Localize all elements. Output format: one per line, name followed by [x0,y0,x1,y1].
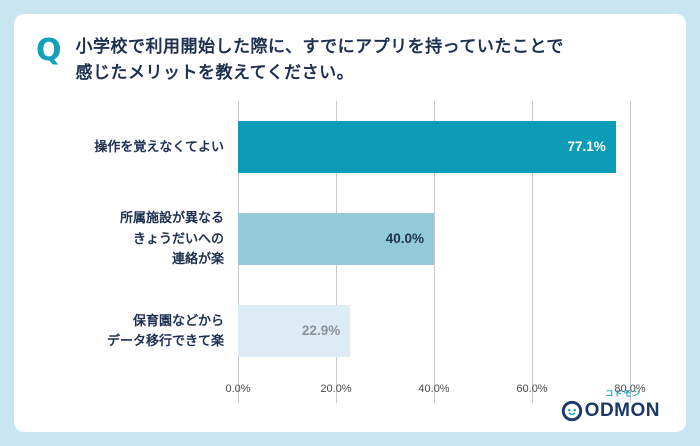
gridline [434,100,435,403]
bar-value-label: 77.1% [567,139,606,155]
chart-header: Q 小学校で利用開始した際に、すでにアプリを持っていたことで 感じたメリットを教… [14,14,686,87]
bar-row: 77.1% [238,101,630,193]
x-tick-label: 60.0% [516,382,548,395]
codmon-katakana-label: コドモン [605,389,642,398]
bar-row: 40.0% [238,193,630,285]
x-axis: 0.0% 20.0% 40.0% 60.0% 80.0% [225,381,645,403]
category-label: 保育園などから データ移行できて楽 [106,312,224,348]
chart-plot-area: 操作を覚えなくてよい 所属施設が異なる きょうだいへの 連絡が楽 保育園などから… [40,100,646,403]
category-labels: 操作を覚えなくてよい 所属施設が異なる きょうだいへの 連絡が楽 保育園などから… [40,101,238,403]
x-tick-label: 20.0% [320,382,352,395]
bar-chart: 操作を覚えなくてよい 所属施設が異なる きょうだいへの 連絡が楽 保育園などから… [40,100,646,403]
codmon-logo: コドモン ODMON [561,388,660,422]
x-tick-label: 80.0% [614,382,646,395]
codmon-face-icon [561,400,583,422]
bar-value-label: 40.0% [385,231,424,247]
question-icon: Q [36,33,62,68]
chart-card: Q 小学校で利用開始した際に、すでにアプリを持っていたことで 感じたメリットを教… [14,14,686,432]
gridline [630,100,631,403]
plot-region: 77.1% 40.0% 22.9% 0.0% [225,100,646,403]
chart-title: 小学校で利用開始した際に、すでにアプリを持っていたことで 感じたメリットを教えて… [75,37,564,83]
codmon-wordmark: ODMON [584,400,660,421]
bar-segment: 22.9% [238,304,351,357]
codmon-wordmark-row: ODMON [561,400,660,422]
x-tick-label: 0.0% [225,382,251,395]
bar-value-label: 22.9% [301,323,341,339]
bar-row: 22.9% [238,285,630,377]
category-label: 操作を覚えなくてよい [94,138,224,154]
bar-segment: 40.0% [238,212,434,265]
bar-segment: 77.1% [238,120,616,173]
gridline [532,100,533,403]
x-tick-label: 40.0% [418,382,450,395]
category-label: 所属施設が異なる きょうだいへの 連絡が楽 [119,210,224,266]
